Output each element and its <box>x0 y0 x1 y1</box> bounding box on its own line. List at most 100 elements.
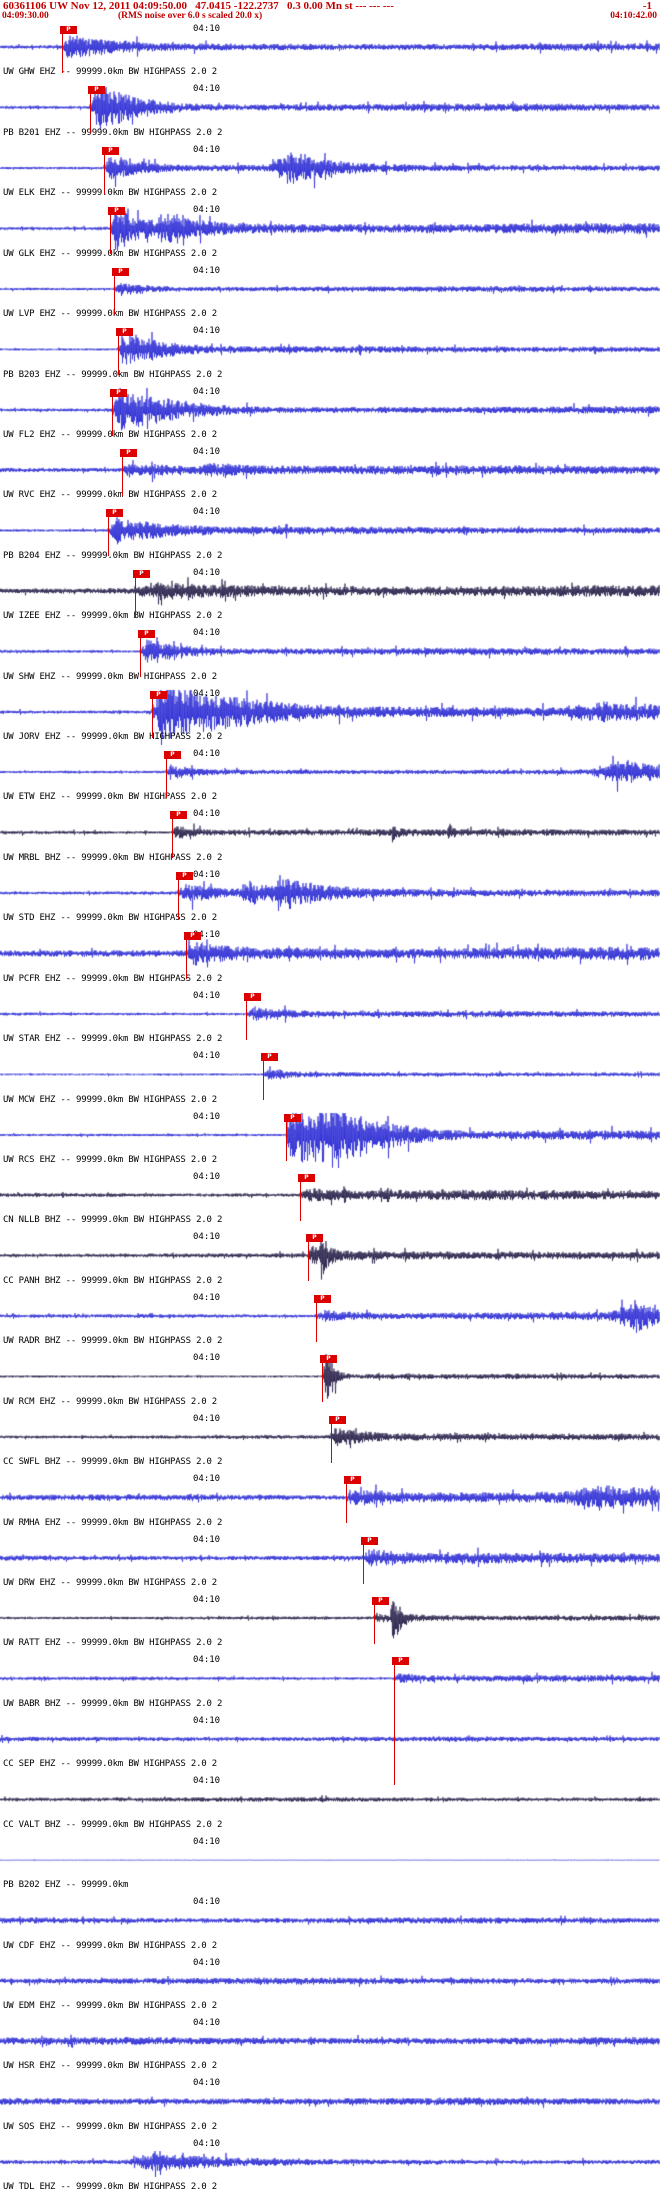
pick-marker[interactable]: P <box>170 811 187 859</box>
time-tick-label: 04:10 <box>193 2017 221 2028</box>
waveform-canvas[interactable] <box>0 1654 660 1715</box>
waveform-canvas[interactable] <box>0 325 660 386</box>
pick-marker[interactable]: P <box>184 932 201 980</box>
pick-marker[interactable]: P <box>329 1415 346 1463</box>
waveform-canvas[interactable] <box>0 868 660 930</box>
pick-line <box>308 1234 309 1282</box>
pick-flag-label[interactable]: P <box>306 1234 323 1243</box>
pick-flag-label[interactable]: P <box>106 509 123 518</box>
waveform-canvas[interactable] <box>0 2137 660 2198</box>
pick-marker[interactable]: P <box>112 267 129 315</box>
pick-line <box>286 1113 287 1161</box>
waveform-canvas[interactable] <box>0 748 660 809</box>
waveform-canvas[interactable] <box>0 445 660 507</box>
waveform-canvas[interactable] <box>0 2077 660 2138</box>
waveform-canvas[interactable] <box>0 1533 660 1594</box>
pick-marker[interactable]: P <box>344 1476 361 1524</box>
waveform-canvas[interactable] <box>0 1231 660 1292</box>
pick-marker[interactable]: P <box>284 1113 301 1161</box>
pick-flag-label[interactable]: P <box>88 86 105 95</box>
pick-flag-label[interactable]: P <box>138 630 155 639</box>
pick-line <box>331 1415 332 1463</box>
waveform-canvas[interactable] <box>0 1110 660 1172</box>
waveform-canvas[interactable] <box>0 2016 660 2078</box>
pick-flag-label[interactable]: P <box>102 146 119 155</box>
waveform-canvas[interactable] <box>0 1896 660 1957</box>
pick-flag-label[interactable]: P <box>314 1294 331 1303</box>
waveform-canvas[interactable] <box>0 1050 660 1111</box>
pick-flag-label[interactable]: P <box>110 388 127 397</box>
pick-marker[interactable]: P <box>138 630 155 678</box>
pick-flag-label[interactable]: P <box>164 751 181 760</box>
pick-marker[interactable]: P <box>306 1234 323 1282</box>
waveform-canvas[interactable] <box>0 1473 660 1534</box>
pick-marker[interactable]: P <box>106 509 123 557</box>
waveform-canvas[interactable] <box>0 566 660 628</box>
pick-flag-label[interactable]: P <box>344 1476 361 1485</box>
pick-marker[interactable]: P <box>150 690 167 738</box>
trace-row: 04:10 UW RCS EHZ -- 99999.0km BW HIGHPAS… <box>0 1110 660 1172</box>
pick-flag-label[interactable]: P <box>108 207 125 216</box>
waveform-canvas[interactable] <box>0 687 660 749</box>
waveform-canvas[interactable] <box>0 1593 660 1655</box>
pick-flag-label[interactable]: P <box>298 1174 315 1183</box>
waveform-canvas[interactable] <box>0 1714 660 1776</box>
waveform-canvas[interactable] <box>0 83 660 144</box>
time-tick-label: 04:10 <box>193 1051 221 1062</box>
waveform-canvas[interactable] <box>0 808 660 869</box>
station-label: UW BABR BHZ -- 99999.0km BW HIGHPASS 2.0… <box>3 1698 223 1709</box>
pick-marker[interactable]: P <box>314 1294 331 1342</box>
pick-flag-label[interactable]: P <box>244 992 261 1001</box>
pick-marker[interactable]: P <box>108 207 125 255</box>
waveform-canvas[interactable] <box>0 264 660 326</box>
time-tick-label: 04:10 <box>193 1474 221 1485</box>
pick-flag-label[interactable]: P <box>392 1657 409 1666</box>
pick-flag-label[interactable]: P <box>361 1536 378 1545</box>
pick-marker[interactable]: P <box>102 146 119 194</box>
pick-marker[interactable]: P <box>88 86 105 134</box>
pick-flag-label[interactable]: P <box>284 1113 301 1122</box>
time-tick-label: 04:10 <box>193 1413 221 1424</box>
station-label: UW FL2 EHZ -- 99999.0km BW HIGHPASS 2.0 … <box>3 429 217 440</box>
time-tick-label: 04:10 <box>193 1655 221 1666</box>
pick-marker[interactable]: P <box>261 1053 278 1101</box>
pick-line <box>300 1174 301 1222</box>
pick-flag-label[interactable]: P <box>60 26 77 34</box>
pick-flag-label[interactable]: P <box>133 569 150 578</box>
time-tick-label: 04:10 <box>193 1836 221 1847</box>
pick-marker[interactable]: P <box>120 448 137 496</box>
pick-marker[interactable]: P <box>361 1536 378 1584</box>
pick-marker[interactable]: P <box>372 1596 389 1644</box>
pick-flag-label[interactable]: P <box>261 1053 278 1062</box>
pick-marker[interactable]: P <box>320 1355 337 1403</box>
pick-marker[interactable]: P <box>164 751 181 799</box>
waveform-canvas[interactable] <box>0 1835 660 1897</box>
pick-marker[interactable]: P <box>116 328 133 376</box>
time-tick-label: 04:10 <box>193 446 221 457</box>
waveform-canvas[interactable] <box>0 1956 660 2017</box>
pick-flag-label[interactable]: P <box>176 871 193 880</box>
pick-flag-label[interactable]: P <box>184 932 201 941</box>
pick-marker[interactable]: P <box>392 1657 409 1786</box>
pick-marker[interactable]: P <box>60 26 77 73</box>
waveform-canvas[interactable] <box>0 1775 660 1836</box>
pick-flag-label[interactable]: P <box>150 690 167 699</box>
waveform-canvas[interactable] <box>0 1171 660 1232</box>
pick-marker[interactable]: P <box>133 569 150 617</box>
pick-flag-label[interactable]: P <box>116 328 133 337</box>
waveform-canvas[interactable] <box>0 627 660 688</box>
pick-flag-label[interactable]: P <box>170 811 187 820</box>
waveform-canvas[interactable] <box>0 929 660 990</box>
trace-row: 04:10 UW EDM EHZ -- 99999.0km BW HIGHPAS… <box>0 1956 660 2017</box>
pick-flag-label[interactable]: P <box>112 267 129 276</box>
pick-flag-label[interactable]: P <box>320 1355 337 1364</box>
pick-marker[interactable]: P <box>244 992 261 1040</box>
waveform-canvas[interactable] <box>0 23 660 84</box>
pick-flag-label[interactable]: P <box>372 1596 389 1605</box>
pick-marker[interactable]: P <box>110 388 127 436</box>
pick-marker[interactable]: P <box>298 1174 315 1222</box>
pick-flag-label[interactable]: P <box>120 448 137 457</box>
waveform-canvas[interactable] <box>0 989 660 1051</box>
pick-flag-label[interactable]: P <box>329 1415 346 1424</box>
pick-marker[interactable]: P <box>176 871 193 919</box>
